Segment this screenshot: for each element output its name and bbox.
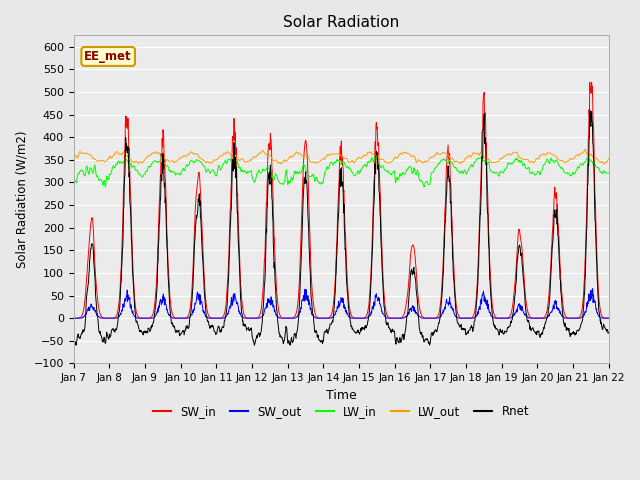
- LW_in: [424, 181, 432, 187]
- Rnet: [250, 342, 258, 348]
- LW_out: [600, 161, 608, 167]
- Line: SW_in: SW_in: [74, 82, 609, 318]
- SW_out: [176, 315, 184, 321]
- LW_out: [605, 156, 612, 162]
- LW_in: [176, 172, 184, 178]
- Rnet: [424, 340, 432, 346]
- LW_in: [477, 155, 484, 160]
- Rnet: [176, 333, 184, 339]
- SW_out: [189, 310, 196, 315]
- Rnet: [495, 329, 502, 335]
- SW_in: [424, 315, 432, 321]
- SW_out: [494, 315, 502, 321]
- Rnet: [541, 320, 549, 326]
- SW_out: [541, 315, 549, 321]
- LW_in: [542, 159, 550, 165]
- LW_in: [189, 158, 196, 164]
- LW_in: [495, 173, 502, 179]
- SW_in: [70, 315, 77, 321]
- LW_in: [249, 176, 257, 181]
- Rnet: [189, 288, 196, 293]
- Line: SW_out: SW_out: [74, 289, 609, 318]
- LW_out: [176, 156, 184, 161]
- LW_out: [189, 150, 196, 156]
- LW_out: [249, 156, 257, 161]
- LW_out: [424, 158, 432, 164]
- LW_in: [70, 175, 77, 180]
- Y-axis label: Solar Radiation (W/m2): Solar Radiation (W/m2): [15, 131, 28, 268]
- SW_in: [605, 315, 612, 321]
- LW_out: [581, 146, 589, 152]
- LW_in: [420, 184, 428, 190]
- SW_out: [589, 286, 596, 292]
- Line: LW_out: LW_out: [74, 149, 609, 164]
- SW_out: [605, 315, 612, 321]
- Rnet: [605, 330, 612, 336]
- Line: Rnet: Rnet: [74, 110, 609, 345]
- Line: LW_in: LW_in: [74, 157, 609, 187]
- SW_in: [494, 315, 502, 321]
- Rnet: [70, 334, 77, 340]
- SW_in: [176, 315, 184, 321]
- SW_in: [189, 274, 196, 279]
- SW_out: [249, 315, 257, 321]
- SW_in: [249, 315, 257, 321]
- Rnet: [586, 108, 594, 113]
- Rnet: [249, 336, 257, 341]
- SW_in: [541, 313, 549, 319]
- LW_out: [494, 159, 502, 165]
- X-axis label: Time: Time: [326, 389, 356, 402]
- SW_out: [424, 315, 432, 321]
- Text: EE_met: EE_met: [84, 50, 132, 63]
- LW_in: [605, 170, 612, 176]
- LW_out: [70, 156, 77, 162]
- SW_out: [70, 315, 77, 321]
- Legend: SW_in, SW_out, LW_in, LW_out, Rnet: SW_in, SW_out, LW_in, LW_out, Rnet: [148, 401, 534, 423]
- Title: Solar Radiation: Solar Radiation: [283, 15, 399, 30]
- SW_in: [586, 79, 594, 85]
- LW_out: [541, 152, 549, 158]
